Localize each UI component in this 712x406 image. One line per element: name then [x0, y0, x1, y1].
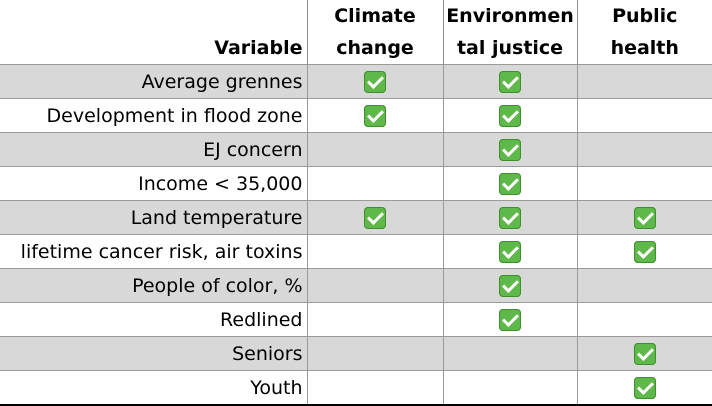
table-row: People of color, % — [0, 268, 712, 303]
check-mark-button-icon — [364, 104, 386, 127]
variable-label: lifetime cancer risk, air toxins — [0, 234, 307, 269]
environmental-justice-cell — [442, 302, 577, 337]
check-mark-button-icon — [499, 138, 521, 161]
variable-label: EJ concern — [0, 132, 307, 167]
table-row: EJ concern — [0, 132, 712, 167]
variable-label: Land temperature — [0, 200, 307, 235]
table-row: Development in flood zone — [0, 98, 712, 133]
public-health-cell — [576, 370, 712, 406]
variable-label: Development in flood zone — [0, 98, 307, 133]
check-mark-button-icon — [499, 240, 521, 263]
table-row: Youth — [0, 370, 712, 406]
check-mark-button-icon — [499, 172, 521, 195]
environmental-justice-cell — [442, 98, 577, 133]
table-row: Redlined — [0, 302, 712, 337]
climate-change-cell — [306, 200, 443, 235]
check-mark-button-icon — [633, 342, 656, 365]
variable-label: Seniors — [0, 336, 307, 371]
public-health-cell — [576, 64, 712, 99]
public-health-cell — [576, 98, 712, 133]
environmental-justice-cell — [442, 268, 577, 303]
environmental-justice-cell — [442, 370, 577, 406]
header-environmental-justice: Environmen tal justice — [442, 0, 577, 65]
environmental-justice-cell — [442, 336, 577, 371]
table-row: Income < 35,000 — [0, 166, 712, 201]
table-row: Land temperature — [0, 200, 712, 235]
table-row: lifetime cancer risk, air toxins — [0, 234, 712, 269]
climate-change-cell — [306, 336, 443, 371]
climate-change-cell — [306, 302, 443, 337]
header-public-health: Public health — [576, 0, 712, 65]
table-row: Seniors — [0, 336, 712, 371]
variable-label: Average grennes — [0, 64, 307, 99]
public-health-cell — [576, 268, 712, 303]
climate-change-cell — [306, 370, 443, 406]
public-health-cell — [576, 234, 712, 269]
header-climate-change: Climate change — [306, 0, 443, 65]
check-mark-button-icon — [364, 70, 386, 93]
header-environmental-line-2: tal justice — [456, 37, 564, 59]
header-variable: Variable — [214, 37, 303, 59]
environmental-justice-cell — [442, 64, 577, 99]
check-mark-button-icon — [499, 308, 521, 331]
table-row: Average grennes — [0, 64, 712, 99]
environmental-justice-cell — [442, 200, 577, 235]
header-public-line-2: health — [610, 37, 679, 59]
check-mark-button-icon — [499, 70, 521, 93]
public-health-cell — [576, 166, 712, 201]
public-health-cell — [576, 302, 712, 337]
climate-change-cell — [306, 234, 443, 269]
header-climate-line-1: Climate — [334, 5, 416, 27]
check-mark-button-icon — [499, 274, 521, 297]
variable-label: Redlined — [0, 302, 307, 337]
check-mark-button-icon — [633, 240, 656, 263]
check-mark-button-icon — [499, 206, 521, 229]
header-row: Variable Climate change Environmen tal j… — [0, 0, 712, 65]
public-health-cell — [576, 132, 712, 167]
check-mark-button-icon — [364, 206, 386, 229]
check-mark-button-icon — [633, 206, 656, 229]
climate-change-cell — [306, 64, 443, 99]
climate-change-cell — [306, 98, 443, 133]
environmental-justice-cell — [442, 166, 577, 201]
variable-label: People of color, % — [0, 268, 307, 303]
climate-change-cell — [306, 132, 443, 167]
header-climate-line-2: change — [336, 37, 414, 59]
climate-change-cell — [306, 166, 443, 201]
public-health-cell — [576, 200, 712, 235]
variable-label: Income < 35,000 — [0, 166, 307, 201]
check-mark-button-icon — [499, 104, 521, 127]
table-body: Average grennes Development in flood zone… — [0, 64, 712, 406]
header-environmental-line-1: Environmen — [446, 5, 574, 27]
check-mark-button-icon — [633, 376, 656, 399]
environmental-justice-cell — [442, 234, 577, 269]
environmental-justice-cell — [442, 132, 577, 167]
public-health-cell — [576, 336, 712, 371]
climate-change-cell — [306, 268, 443, 303]
header-public-line-1: Public — [612, 5, 678, 27]
variable-label: Youth — [0, 370, 307, 406]
